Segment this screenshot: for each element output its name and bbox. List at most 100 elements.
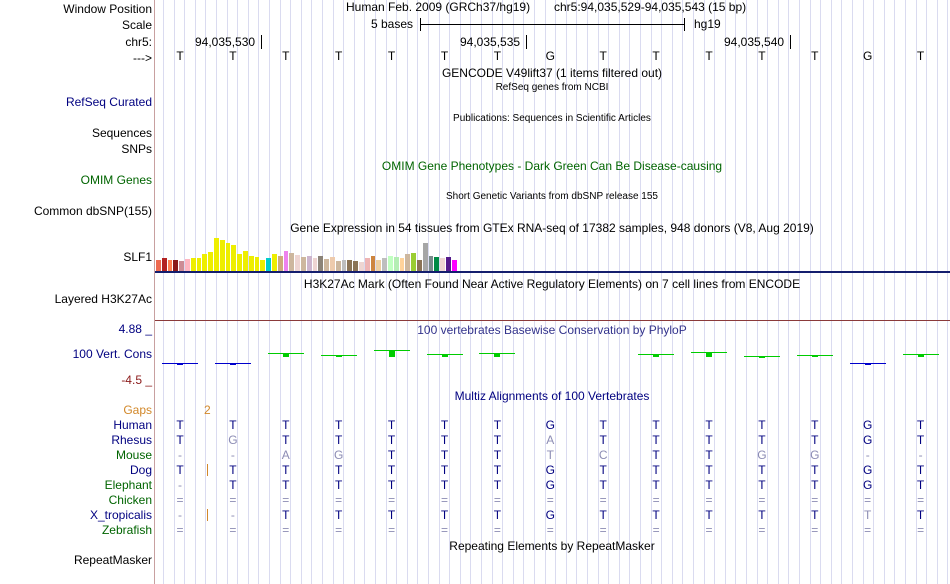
gtex-tissue-bar[interactable] <box>277 256 283 271</box>
gtex-tissue-bar[interactable] <box>434 257 440 271</box>
aligned-base: = <box>388 493 396 507</box>
gtex-tissue-bar[interactable] <box>202 254 208 271</box>
gtex-tissue-bar[interactable] <box>196 258 202 271</box>
label-common-dbsnp[interactable]: Common dbSNP(155) <box>33 204 152 218</box>
gtex-tissue-bar[interactable] <box>219 240 225 271</box>
gtex-tissue-bar[interactable] <box>376 260 382 271</box>
gtex-tissue-bar[interactable] <box>185 259 190 271</box>
label-refseq-curated[interactable]: RefSeq Curated <box>65 95 152 109</box>
gtex-tissue-bar[interactable] <box>248 256 254 271</box>
aligned-base: T <box>811 433 819 447</box>
omim-track-title[interactable]: OMIM Gene Phenotypes - Dark Green Can Be… <box>381 159 723 173</box>
gtex-tissue-bar[interactable] <box>324 259 329 271</box>
gtex-tissue-bar[interactable] <box>440 258 445 271</box>
gtex-tissue-bar[interactable] <box>254 257 260 271</box>
gtex-tissue-bar[interactable] <box>341 260 347 271</box>
publications-track-title[interactable]: Publications: Sequences in Scientific Ar… <box>453 113 651 124</box>
gtex-tissue-bar[interactable] <box>428 256 434 271</box>
species-label-chicken[interactable]: Chicken <box>108 493 152 507</box>
gtex-tissue-bar[interactable] <box>335 261 341 271</box>
gtex-tissue-bar[interactable] <box>364 258 370 271</box>
label-layered-h3k27ac[interactable]: Layered H3K27Ac <box>54 292 152 306</box>
gtex-tissue-bar[interactable] <box>237 254 242 271</box>
gtex-tissue-bar[interactable] <box>208 252 213 271</box>
gtex-tissue-bar[interactable] <box>173 260 179 271</box>
gtex-track-title[interactable]: Gene Expression in 54 tissues from GTEx … <box>290 221 814 235</box>
gtex-tissue-bar[interactable] <box>399 258 405 271</box>
gtex-tissue-bar[interactable] <box>167 260 173 271</box>
aligned-base: G <box>863 478 873 492</box>
scale-bar-left-tick <box>420 18 421 31</box>
gtex-tissue-bar[interactable] <box>179 261 184 271</box>
gtex-tissue-bar[interactable] <box>266 258 271 271</box>
species-label-zebrafish[interactable]: Zebrafish <box>101 523 152 537</box>
gtex-tissue-bar[interactable] <box>272 254 277 271</box>
grid-line <box>417 0 418 584</box>
gtex-tissue-bar[interactable] <box>353 261 358 271</box>
gtex-tissue-bar[interactable] <box>161 258 167 271</box>
species-label-rhesus[interactable]: Rhesus <box>111 433 152 447</box>
gtex-tissue-bar[interactable] <box>243 251 248 271</box>
aligned-base: T <box>916 463 925 477</box>
grid-line <box>651 0 652 584</box>
gtex-tissue-bar[interactable] <box>312 258 318 271</box>
phylop-track-title[interactable]: 100 vertebrates Basewise Conservation by… <box>417 323 687 337</box>
aligned-base: T <box>493 448 502 462</box>
gtex-tissue-bar[interactable] <box>446 257 451 271</box>
gtex-tissue-bar[interactable] <box>318 256 324 271</box>
gtex-tissue-bar[interactable] <box>156 260 161 271</box>
label-scale: Scale <box>121 18 152 32</box>
gtex-tissue-bar[interactable] <box>411 253 416 271</box>
gtex-tissue-bar[interactable] <box>382 258 387 271</box>
gtex-tissue-bar[interactable] <box>214 238 219 271</box>
label-snps[interactable]: SNPs <box>121 142 152 156</box>
gtex-tissue-bar[interactable] <box>190 258 196 271</box>
aligned-base: T <box>282 478 290 492</box>
gtex-tissue-bar[interactable] <box>359 262 364 271</box>
multiz-track-title[interactable]: Multiz Alignments of 100 Vertebrates <box>454 389 650 403</box>
gtex-tissue-bar[interactable] <box>260 260 266 271</box>
gtex-tissue-bar[interactable] <box>301 257 306 271</box>
gtex-tissue-bar[interactable] <box>393 257 399 271</box>
grid-line <box>248 0 249 584</box>
gtex-tissue-bar[interactable] <box>417 260 422 271</box>
label-gtex-gene[interactable]: SLF1 <box>123 250 152 264</box>
repeatmasker-track-title[interactable]: Repeating Elements by RepeatMasker <box>449 539 655 553</box>
base-letter: G <box>863 49 873 63</box>
aligned-base: T <box>758 433 766 447</box>
refseq-track-title[interactable]: RefSeq genes from NCBI <box>495 82 609 93</box>
gtex-tissue-bar[interactable] <box>289 253 295 271</box>
species-label-human[interactable]: Human <box>113 418 152 432</box>
aligned-base: T <box>599 418 607 432</box>
aligned-base: - <box>178 508 182 522</box>
gtex-tissue-bar[interactable] <box>225 243 231 271</box>
gtex-tissue-bar[interactable] <box>422 243 428 271</box>
gtex-tissue-bar[interactable] <box>306 256 312 271</box>
label-omim-genes[interactable]: OMIM Genes <box>80 173 152 187</box>
label-100-vert-cons[interactable]: 100 Vert. Cons <box>72 347 152 361</box>
gtex-tissue-bar[interactable] <box>451 260 457 271</box>
grid-line <box>661 0 662 584</box>
gtex-tissue-bar[interactable] <box>388 256 393 271</box>
insertion-marker <box>207 509 208 521</box>
species-label-x_tropicalis[interactable]: X_tropicalis <box>89 508 152 522</box>
species-label-elephant[interactable]: Elephant <box>104 478 152 492</box>
gtex-tissue-bar[interactable] <box>330 257 335 271</box>
species-label-mouse[interactable]: Mouse <box>115 448 152 462</box>
gtex-tissue-bar[interactable] <box>231 245 237 271</box>
gtex-tissue-bar[interactable] <box>347 260 353 271</box>
aligned-base: T <box>705 433 713 447</box>
gtex-tissue-bar[interactable] <box>370 256 376 271</box>
gtex-tissue-bar[interactable] <box>295 255 300 271</box>
aligned-base: - <box>178 448 182 462</box>
gtex-tissue-bar[interactable] <box>405 254 411 271</box>
label-sequences[interactable]: Sequences <box>91 126 152 140</box>
dbsnp-track-title[interactable]: Short Genetic Variants from dbSNP releas… <box>446 191 658 202</box>
species-label-dog[interactable]: Dog <box>129 463 152 477</box>
ruler-tick-label-2: 94,035,535 <box>460 35 521 49</box>
gtex-tissue-bar[interactable] <box>283 251 289 271</box>
label-repeatmasker[interactable]: RepeatMasker <box>73 553 152 567</box>
gencode-track-title[interactable]: GENCODE V49lift37 (1 items filtered out) <box>441 66 663 80</box>
h3k27ac-track-title[interactable]: H3K27Ac Mark (Often Found Near Active Re… <box>303 277 801 291</box>
base-letter: T <box>811 49 819 63</box>
